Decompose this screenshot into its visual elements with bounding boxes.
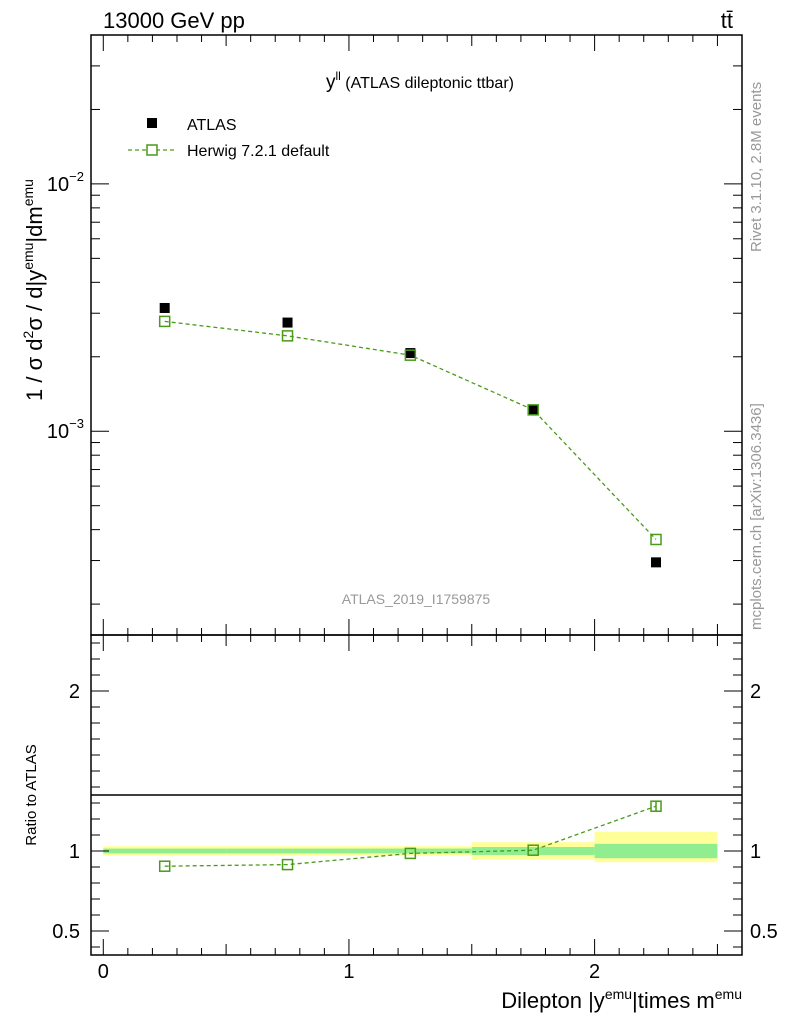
ratio-y-tick-label-left: 2 bbox=[69, 681, 80, 703]
x-axis-label: Dilepton |yemu|times memu bbox=[501, 986, 742, 1013]
x-tick-label: 2 bbox=[589, 961, 600, 983]
band-inner bbox=[471, 847, 595, 855]
analysis-watermark: ATLAS_2019_I1759875 bbox=[342, 591, 491, 607]
atlas-point bbox=[159, 302, 170, 313]
main-y-axis-label: 1 / σ d2σ / d|yemu|dmemu bbox=[20, 179, 47, 401]
ratio-y-tick-labels: 0.5 0.5 1 1 2 2 bbox=[52, 681, 778, 943]
atlas-point bbox=[405, 348, 416, 359]
ratio-y-tick-label-right: 2 bbox=[750, 681, 761, 703]
herwig-ratio-point bbox=[404, 847, 417, 860]
atlas-point bbox=[528, 404, 539, 415]
atlas-point bbox=[651, 557, 662, 568]
x-tick-label: 1 bbox=[343, 961, 354, 983]
herwig-ratio-point bbox=[650, 800, 662, 812]
x-tick-labels: 0 1 2 bbox=[98, 961, 600, 983]
rivet-info: Rivet 3.1.10, 2.8M events bbox=[748, 82, 765, 252]
ratio-data-points bbox=[158, 800, 662, 872]
main-y-tick-label: 10−3 bbox=[47, 416, 84, 443]
ratio-panel-frame bbox=[90, 634, 743, 956]
herwig-point bbox=[527, 404, 539, 416]
herwig-point bbox=[158, 315, 171, 328]
main-data-points bbox=[158, 302, 662, 568]
main-panel-ticks bbox=[91, 34, 742, 635]
main-y-tick-label: 10−2 bbox=[47, 169, 84, 196]
herwig-ratio-line bbox=[164, 805, 657, 867]
legend-atlas-label: ATLAS bbox=[187, 117, 237, 134]
ratio-y-tick-label-left: 0.5 bbox=[52, 921, 80, 943]
ratio-uncertainty-bands bbox=[103, 831, 718, 863]
legend-atlas-marker bbox=[147, 118, 157, 128]
process-label: tt̄ bbox=[721, 8, 733, 33]
herwig-point bbox=[281, 330, 294, 342]
herwig-ratio-point bbox=[527, 844, 539, 856]
energy-label: 13000 GeV pp bbox=[103, 8, 245, 33]
atlas-point bbox=[282, 317, 293, 328]
herwig-line-ratio bbox=[164, 805, 657, 867]
ratio-y-tick-label-left: 1 bbox=[69, 841, 80, 863]
ratio-y-tick-label-right: 0.5 bbox=[750, 921, 778, 943]
band-inner bbox=[594, 843, 718, 859]
ratio-y-axis-label: Ratio to ATLAS bbox=[23, 744, 40, 845]
legend-herwig-label: Herwig 7.2.1 default bbox=[187, 143, 330, 160]
legend: ATLAS Herwig 7.2.1 default bbox=[128, 117, 330, 160]
x-tick-label: 0 bbox=[98, 961, 109, 983]
ratio-panel-ticks bbox=[91, 635, 742, 955]
main-title: yll (ATLAS dileptonic ttbar) bbox=[326, 69, 514, 93]
herwig-point bbox=[404, 349, 417, 361]
band-inner bbox=[348, 848, 472, 854]
legend-herwig-marker bbox=[146, 144, 158, 156]
herwig-ratio-point bbox=[158, 860, 171, 872]
herwig-point bbox=[650, 533, 662, 546]
band-inner bbox=[226, 848, 349, 854]
ratio-y-tick-label-right: 1 bbox=[750, 841, 761, 863]
mcplots-info: mcplots.cern.ch [arXiv:1306.3436] bbox=[748, 403, 765, 630]
main-y-tick-labels: 10−2 10−3 bbox=[47, 169, 84, 443]
band-inner bbox=[103, 848, 227, 854]
herwig-ratio-point bbox=[281, 858, 294, 871]
